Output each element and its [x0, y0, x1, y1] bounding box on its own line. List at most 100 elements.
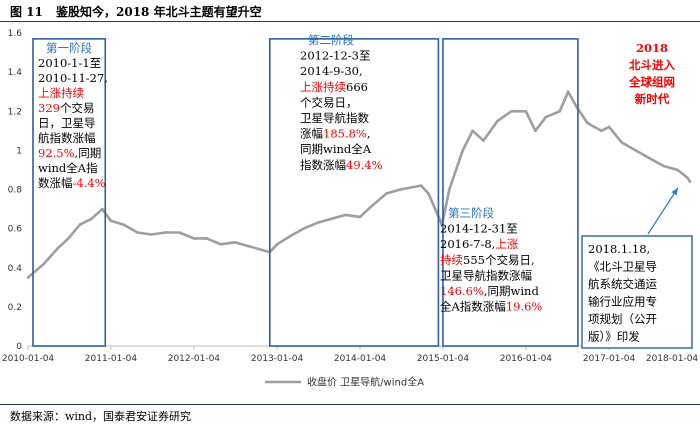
phase-boxes	[32, 38, 579, 347]
phase1-text-part: 数涨幅	[38, 176, 73, 190]
phase1-text-line: 92.5%,同期	[38, 146, 101, 160]
phase1-text-line: wind全A指	[38, 161, 98, 175]
y-tick-label: 0	[16, 342, 22, 352]
phase2-text-line: 个交易日，	[300, 95, 358, 109]
phase-box-1	[32, 38, 107, 347]
series-point	[688, 180, 692, 183]
x-tick-label: 2018-01-04	[646, 354, 699, 364]
annotations: 第一阶段2010-1-1至2010-11-27,上涨持续329个交易日，卫星导航…	[38, 33, 693, 349]
phase2-heading: 第二阶段	[308, 33, 354, 47]
phase3-text-line: 全A指数涨幅19.6%	[440, 300, 542, 314]
series-point	[150, 233, 153, 236]
series-layer	[26, 90, 692, 279]
series-point	[385, 192, 388, 195]
series-point	[544, 115, 548, 119]
phase1-text-part: 92.5%	[38, 146, 75, 160]
phase3-text-part: 2016-7-8,	[440, 237, 495, 251]
arrow-line	[647, 187, 679, 235]
y-tick-label: 1.4	[8, 68, 23, 78]
phase3-heading: 第三阶段	[448, 206, 494, 220]
phase-box-3	[442, 38, 579, 347]
phase2-red-prefix: 上涨持续	[300, 80, 346, 94]
series-point	[566, 90, 570, 93]
phase3-text-line: 146.6%,同期wind	[440, 284, 539, 298]
phase3-text-line: 2014-12-31至	[440, 222, 518, 236]
series-point	[26, 276, 30, 279]
phase3-text-part: 个交易日,	[485, 253, 535, 267]
phase1-text-line: 2010-1-1至	[38, 56, 101, 70]
phase1-text-part: 329	[38, 101, 60, 115]
series-point	[482, 139, 485, 142]
phase2-text-line: 2014-9-30,	[300, 64, 363, 78]
series-point	[662, 164, 665, 168]
series-point	[676, 168, 679, 172]
phase1-text-line: 329个交易	[38, 101, 94, 115]
x-tick-label: 2012-01-04	[168, 354, 221, 364]
phase3-text-part: 全A指数涨幅	[440, 300, 506, 314]
phase1-text-part: 上涨持续	[38, 86, 84, 100]
series-point	[510, 109, 513, 113]
phase1-text-line: 航指数涨幅	[38, 131, 96, 145]
phase3-text-part: 持续555	[440, 253, 485, 267]
phase1-heading: 第一阶段	[46, 41, 92, 55]
series-point	[42, 262, 46, 266]
phase2-text-part: 2012-12-3至	[300, 49, 371, 63]
phase1-text-line: 2010-11-27,	[38, 71, 108, 85]
phase2-text-part: 同期wind全A	[300, 142, 372, 156]
phase2-text-line: 卫星导航指数	[300, 111, 369, 125]
series-point	[67, 237, 70, 240]
series-point	[233, 241, 236, 244]
series-point	[247, 244, 250, 248]
policy-line: 版）》印发	[588, 330, 640, 344]
y-tick-label: 0.8	[8, 186, 23, 196]
series-point	[78, 223, 82, 227]
series-point	[316, 221, 319, 225]
x-tick-label: 2011-01-04	[85, 354, 138, 364]
phase2-text-part: ,	[367, 127, 371, 141]
phase2-text-line: 上涨持续666	[300, 80, 368, 94]
y-tick-label: 0.2	[8, 303, 22, 313]
phase2-text-line: 指数涨幅49.4%	[300, 158, 383, 172]
beidou-line: 新时代	[635, 92, 670, 106]
series-point	[101, 207, 104, 211]
series-point	[399, 188, 402, 191]
phase3-text-part: ,同期wind	[484, 284, 540, 298]
phase1-text-part: -4.4%	[73, 176, 106, 190]
data-source: 数据来源：wind，国泰君安证券研究	[10, 410, 192, 423]
phase-box-2	[268, 38, 440, 347]
phase2-text-part: 指数涨幅	[300, 158, 346, 172]
series-point	[448, 188, 451, 191]
phase3-text-part: 146.6%	[440, 284, 484, 298]
phase3-red-prefix: 持续	[440, 253, 463, 267]
beidou-line: 北斗进入	[629, 58, 675, 72]
phase3-text-part: 2014-12-31至	[440, 222, 518, 236]
phase2-text-line: 同期wind全A	[300, 142, 372, 156]
legend-label: 收盘价 卫星导航/wind全A	[307, 376, 424, 389]
figure-header: 图 11 鉴股知今，2018 年北斗主题有望升空	[0, 0, 700, 22]
phase2-text-part: 上涨持续666	[300, 80, 368, 94]
phase1-text-part: 航指数涨幅	[38, 131, 96, 145]
y-tick-label: 1	[16, 146, 22, 156]
beidou-line: 2018	[636, 41, 668, 55]
phase1-text-part: wind全A指	[38, 161, 98, 175]
series-point	[192, 237, 196, 240]
phase3-text-part: 19.6%	[506, 300, 543, 314]
series-point	[358, 215, 362, 219]
phase1-text-part: 2010-11-27,	[38, 71, 108, 85]
y-tick-label: 0.6	[8, 225, 23, 235]
phase3-text-line: 2016-7-8,上涨	[440, 237, 519, 251]
phase1-text-part: 个交易	[60, 101, 95, 115]
phase1-annotation: 第一阶段2010-1-1至2010-11-27,上涨持续329个交易日，卫星导航…	[38, 41, 108, 190]
series-point	[219, 242, 223, 246]
x-tick-label: 2010-01-04	[2, 354, 55, 364]
x-tick-label: 2015-01-04	[417, 354, 470, 364]
series-point	[496, 119, 499, 123]
phase2-text-part: 49.4%	[346, 158, 383, 172]
figure-title: 鉴股知今，2018 年北斗主题有望升空	[56, 5, 262, 19]
y-tick-label: 1.6	[8, 29, 23, 39]
beidou-line: 全球组网	[628, 75, 675, 89]
policy-line: 项规划（公开	[588, 312, 657, 326]
chart: 0 0.2 0.4 0.6 0.8 1 1.2 1.4 1.6 2010-01-04 2011-01…	[2, 29, 699, 389]
series-point	[56, 246, 60, 250]
series-point	[586, 121, 589, 125]
